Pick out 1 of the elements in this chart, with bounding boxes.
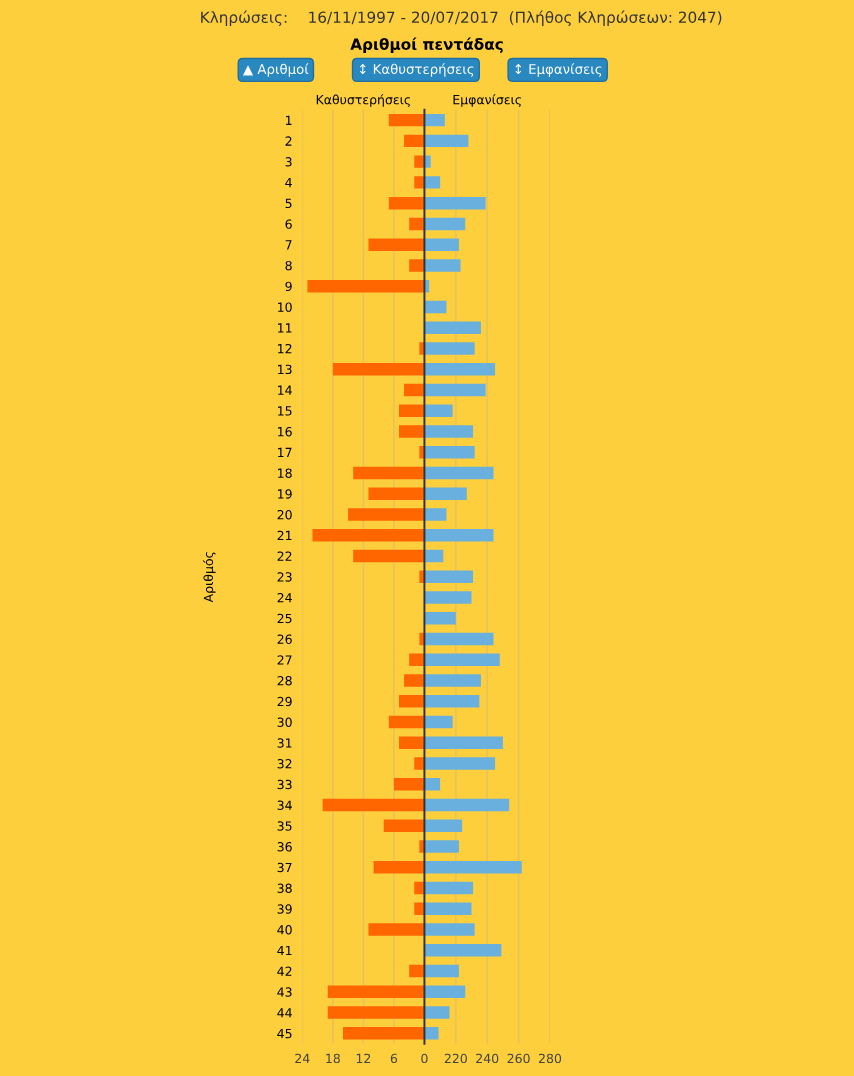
bar [414,757,425,770]
